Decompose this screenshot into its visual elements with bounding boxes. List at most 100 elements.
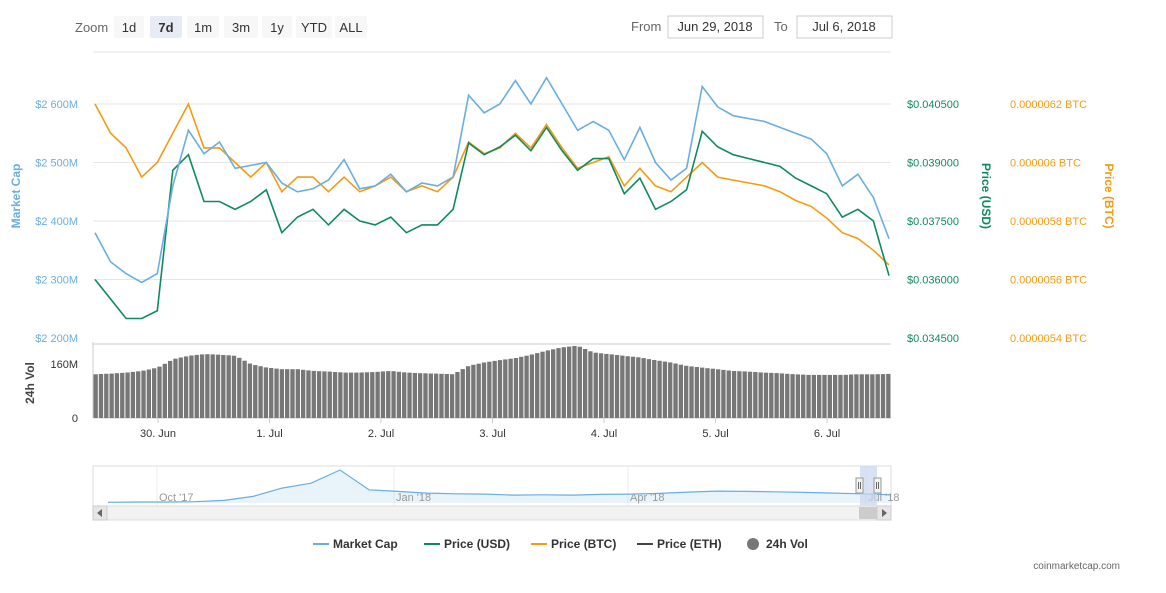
volume-bar (540, 351, 545, 418)
svg-text:3m: 3m (232, 20, 250, 35)
from-date-input[interactable]: Jun 29, 2018 (667, 15, 764, 39)
price-btc-tick-label: 0.000006 BTC (1010, 158, 1081, 170)
zoom-button-1m[interactable]: 1m (187, 16, 219, 38)
volume-bar (545, 350, 551, 418)
volume-bar (577, 346, 582, 418)
volume-bar (348, 372, 354, 418)
volume-bar (481, 362, 487, 418)
volume-bar (497, 360, 503, 418)
volume-bar (763, 372, 769, 418)
legend-item[interactable]: Price (BTC) (531, 537, 616, 551)
scroll-left-button[interactable] (92, 505, 108, 521)
volume-bar (699, 367, 705, 418)
legend-label: Price (BTC) (551, 537, 616, 551)
zoom-button-1d[interactable]: 1d (114, 16, 144, 38)
volume-bar (832, 374, 838, 418)
zoom-button-1y[interactable]: 1y (262, 16, 292, 38)
volume-bar (205, 354, 210, 418)
volume-bar (886, 373, 891, 418)
navigator[interactable]: Oct '17 Jan '18 Apr '18 Jul '18 (92, 465, 899, 507)
volume-bar (535, 353, 540, 418)
zoom-button-all[interactable]: ALL (335, 16, 367, 38)
price-btc-tick-label: 0.0000054 BTC (1010, 333, 1087, 345)
volume-bar (641, 358, 646, 418)
volume-bar (769, 372, 774, 418)
scrollbar-track[interactable] (92, 505, 892, 521)
volume-bar (306, 370, 311, 418)
zoom-button-7d[interactable]: 7d (150, 16, 182, 38)
volume-bar (364, 372, 370, 418)
volume-bar (636, 357, 641, 418)
volume-bar (620, 355, 625, 418)
watermark-credit: coinmarketcap.com (1033, 561, 1120, 572)
zoom-button-ytd[interactable]: YTD (296, 16, 332, 38)
legend-item[interactable]: Market Cap (313, 537, 398, 551)
volume-bar (609, 354, 614, 418)
volume-bar (859, 374, 864, 418)
scrollbar-thumb[interactable] (859, 507, 877, 519)
volume-axis-title: 24h Vol (23, 362, 37, 404)
volume-bar (519, 356, 524, 418)
navigator-frame (92, 465, 892, 507)
to-date-input[interactable]: Jul 6, 2018 (796, 15, 893, 39)
navigator-tick-label: Jan '18 (396, 492, 431, 504)
volume-bar (109, 373, 114, 418)
to-date-value: Jul 6, 2018 (812, 19, 876, 34)
volume-bar (652, 360, 657, 418)
scrollbar[interactable] (92, 505, 892, 521)
volume-bar (183, 356, 189, 418)
scroll-right-button[interactable] (876, 505, 892, 521)
navigator-selected-range[interactable] (860, 466, 877, 506)
volume-bar (864, 374, 870, 418)
volume-bar (215, 354, 221, 418)
volume-bar (380, 371, 386, 418)
volume-bar (460, 369, 465, 418)
navigator-ticks: Oct '17 Jan '18 Apr '18 Jul '18 (159, 492, 899, 504)
main-plot-grid (93, 51, 891, 280)
volume-bar (247, 363, 253, 418)
legend-item[interactable]: 24h Vol (747, 537, 808, 551)
volume-bar (125, 372, 130, 418)
volume-bar (391, 371, 396, 418)
navigator-handle-right[interactable] (873, 477, 882, 494)
price-usd-tick-label: $0.036000 (907, 275, 959, 287)
volume-bar (269, 368, 274, 418)
volume-bar (274, 368, 279, 418)
zoom-button-3m[interactable]: 3m (224, 16, 258, 38)
legend-item[interactable]: Price (ETH) (637, 537, 722, 551)
volume-bar (838, 374, 843, 418)
volume-bar (588, 351, 593, 418)
volume-bar (625, 356, 630, 418)
legend-item[interactable]: Price (USD) (424, 537, 510, 551)
x-tick-label: 3. Jul (479, 428, 505, 440)
x-tick-label: 5. Jul (702, 428, 728, 440)
volume-bar (359, 372, 364, 418)
svg-text:1d: 1d (122, 20, 136, 35)
market-cap-tick-label: $2 600M (35, 99, 78, 111)
volume-bar (705, 368, 710, 418)
volume-bar (226, 355, 231, 418)
volume-bar (455, 372, 460, 418)
legend-label: Price (USD) (444, 537, 510, 551)
volume-bar (790, 374, 795, 418)
volume-bar (290, 369, 295, 418)
volume-bar (806, 374, 811, 418)
volume-bar (843, 374, 848, 418)
volume-bar (875, 374, 880, 418)
volume-bar (870, 374, 875, 418)
volume-bar (604, 353, 609, 418)
price-btc-line (94, 102, 890, 266)
volume-bar (556, 348, 561, 418)
volume-bar (338, 372, 343, 418)
navigator-handle-left[interactable] (855, 477, 864, 494)
chevron-left-icon (97, 509, 102, 517)
volume-bar (231, 355, 237, 418)
volume-bar (237, 357, 242, 418)
x-tick-label: 4. Jul (591, 428, 617, 440)
volume-bar (354, 372, 359, 418)
volume-bar (758, 372, 763, 418)
volume-bar (726, 370, 731, 418)
volume-bar (375, 371, 380, 418)
volume-bar (848, 374, 854, 418)
volume-bar (822, 374, 827, 418)
